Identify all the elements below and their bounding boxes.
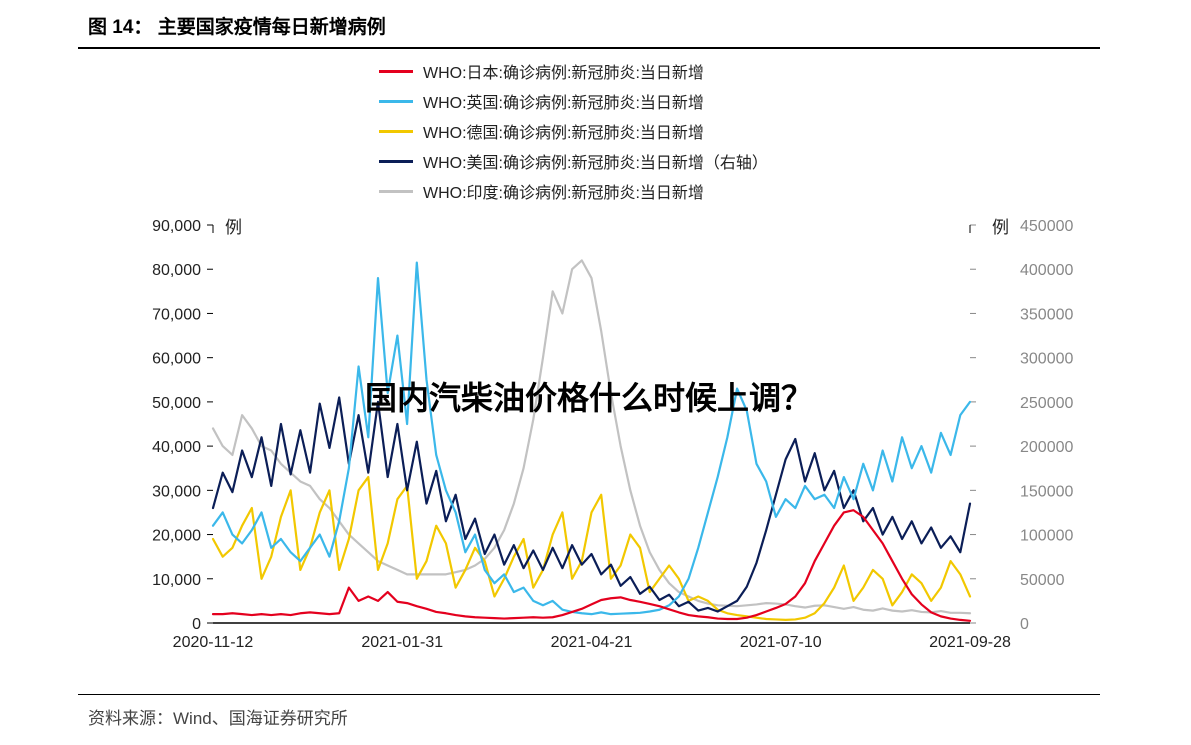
svg-text:300000: 300000	[1020, 351, 1073, 368]
svg-text:150000: 150000	[1020, 483, 1073, 500]
source-footnote: 资料来源：Wind、国海证券研究所	[88, 704, 348, 729]
svg-text:30,000: 30,000	[152, 483, 201, 500]
line-chart: 0 10,000 20,000 30,000 40,000 50,000 60,000 70,…	[78, 213, 1100, 653]
figure-title: 主要国家疫情每日新增病例	[158, 17, 386, 38]
legend-swatch	[379, 190, 413, 193]
legend-swatch	[379, 160, 413, 163]
svg-text:2020-11-12: 2020-11-12	[173, 634, 254, 651]
svg-text:80,000: 80,000	[152, 262, 201, 279]
chart-area: 0 10,000 20,000 30,000 40,000 50,000 60,000 70,…	[78, 213, 1100, 653]
svg-text:2021-07-10: 2021-07-10	[740, 634, 822, 651]
svg-text:10,000: 10,000	[152, 572, 201, 589]
legend-item: WHO:德国:确诊病例:新冠肺炎:当日新增	[379, 119, 799, 143]
legend-item: WHO:美国:确诊病例:新冠肺炎:当日新增（右轴）	[379, 149, 799, 173]
svg-text:50,000: 50,000	[152, 395, 201, 412]
legend-label: WHO:德国:确诊病例:新冠肺炎:当日新增	[423, 119, 704, 143]
svg-text:40,000: 40,000	[152, 439, 201, 456]
svg-text:450000: 450000	[1020, 218, 1073, 235]
svg-text:2021-01-31: 2021-01-31	[361, 634, 443, 651]
legend-item: WHO:印度:确诊病例:新冠肺炎:当日新增	[379, 179, 799, 203]
figure-title-row: 图 14： 主要国家疫情每日新增病例	[78, 0, 1100, 49]
svg-text:例: 例	[992, 218, 1009, 237]
svg-text:20,000: 20,000	[152, 528, 201, 545]
svg-text:350000: 350000	[1020, 306, 1073, 323]
figure-number: 图 14：	[88, 17, 152, 38]
svg-text:0: 0	[192, 616, 201, 633]
svg-text:50000: 50000	[1020, 572, 1065, 589]
legend-swatch	[379, 100, 413, 103]
overlay-watermark-text: 国内汽柴油价格什么时候上调？	[365, 373, 813, 419]
footnote-separator	[78, 694, 1100, 695]
svg-text:60,000: 60,000	[152, 351, 201, 368]
legend-label: WHO:日本:确诊病例:新冠肺炎:当日新增	[423, 59, 704, 83]
svg-text:70,000: 70,000	[152, 306, 201, 323]
svg-text:例: 例	[225, 218, 242, 237]
svg-text:100000: 100000	[1020, 528, 1073, 545]
svg-text:0: 0	[1020, 616, 1029, 633]
legend-item: WHO:英国:确诊病例:新冠肺炎:当日新增	[379, 89, 799, 113]
legend-label: WHO:印度:确诊病例:新冠肺炎:当日新增	[423, 179, 704, 203]
chart-legend: WHO:日本:确诊病例:新冠肺炎:当日新增 WHO:英国:确诊病例:新冠肺炎:当日…	[78, 59, 1100, 203]
svg-text:400000: 400000	[1020, 262, 1073, 279]
svg-text:2021-04-21: 2021-04-21	[551, 634, 633, 651]
svg-text:250000: 250000	[1020, 395, 1073, 412]
legend-label: WHO:英国:确诊病例:新冠肺炎:当日新增	[423, 89, 704, 113]
legend-swatch	[379, 70, 413, 73]
legend-swatch	[379, 130, 413, 133]
legend-item: WHO:日本:确诊病例:新冠肺炎:当日新增	[379, 59, 799, 83]
svg-text:200000: 200000	[1020, 439, 1073, 456]
figure-container: 图 14： 主要国家疫情每日新增病例 WHO:日本:确诊病例:新冠肺炎:当日新增…	[78, 0, 1100, 653]
svg-text:90,000: 90,000	[152, 218, 201, 235]
legend-label: WHO:美国:确诊病例:新冠肺炎:当日新增（右轴）	[423, 149, 768, 173]
svg-text:2021-09-28: 2021-09-28	[929, 634, 1011, 651]
